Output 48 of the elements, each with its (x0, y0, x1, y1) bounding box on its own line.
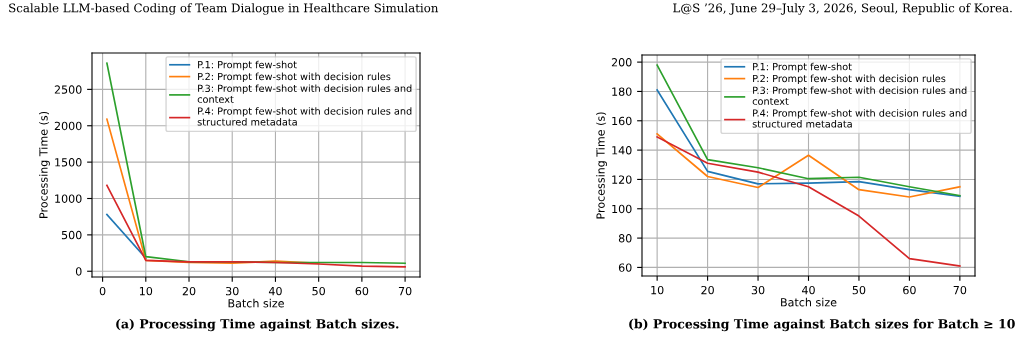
line-series (656, 136, 961, 267)
y-tick-label: 0 (75, 267, 82, 276)
x-tick-label: 20 (701, 285, 714, 295)
y-tick-label: 80 (618, 234, 632, 243)
x-tick-label: 40 (801, 285, 815, 295)
y-tick-label: 500 (61, 230, 82, 240)
x-axis-title: Batch size (228, 298, 284, 308)
text: (a) Processing Time against Batch sizes. (116, 318, 399, 332)
text: Scalable LLM-based Coding of Team Dialogue in Healthcare Simulation (9, 3, 439, 15)
y-tick-label: 2000 (54, 121, 82, 131)
x-tick-label: 40 (268, 286, 282, 296)
x-tick-label: 10 (651, 285, 664, 295)
line-series (656, 133, 961, 198)
y-axis-title: Processing Time (s) (596, 112, 607, 219)
legend-label: P.4: Prompt few-shot with decision rules and structured metadata (197, 107, 412, 126)
x-tick-label: 60 (355, 286, 369, 296)
legend-label: P.1: Prompt few-shot (198, 60, 297, 71)
legend-label: P.1: Prompt few-shot (753, 62, 852, 73)
x-tick-label: 30 (226, 286, 239, 296)
y-tick-label: 2500 (54, 85, 82, 94)
legend-label: P.3: Prompt few-shot with decision rules and context (197, 84, 412, 103)
x-tick-label: 50 (312, 286, 325, 296)
y-tick-label: 180 (612, 87, 632, 96)
y-tick-label: 200 (611, 58, 632, 67)
y-tick-label: 60 (618, 263, 632, 272)
y-axis-title: Processing Time (s) (39, 111, 50, 218)
x-tick-label: 50 (852, 285, 866, 295)
legend-label: P.3: Prompt few-shot with decision rules and context (752, 86, 967, 105)
x-tick-label: 30 (751, 285, 765, 295)
legend-label: P.4: Prompt few-shot with decision rules and structured metadata (752, 109, 967, 128)
text: L@S ’26, June 29–July 3, 2026, Seoul, Republic of Korea. (673, 3, 1012, 15)
x-tick-label: 10 (139, 286, 153, 296)
x-axis-title: Batch size (781, 297, 837, 307)
x-tick-label: 20 (182, 286, 196, 296)
y-tick-label: 160 (612, 116, 632, 126)
y-tick-label: 100 (612, 204, 632, 214)
y-tick-label: 1000 (55, 194, 82, 203)
legend-label: P.2: Prompt few-shot with decision rules (198, 72, 391, 83)
x-tick-label: 60 (903, 285, 916, 295)
x-tick-label: 0 (99, 286, 106, 296)
text: (b) Processing Time against Batch sizes for Batch ≥ 10 (629, 318, 1015, 332)
legend-label: P.2: Prompt few-shot with decision rules (753, 74, 946, 85)
y-tick-label: 120 (612, 175, 632, 184)
x-tick-label: 70 (398, 286, 412, 296)
x-tick-label: 70 (953, 285, 967, 295)
line-series (106, 184, 406, 268)
y-tick-label: 140 (612, 146, 632, 155)
y-tick-label: 1500 (55, 158, 82, 167)
